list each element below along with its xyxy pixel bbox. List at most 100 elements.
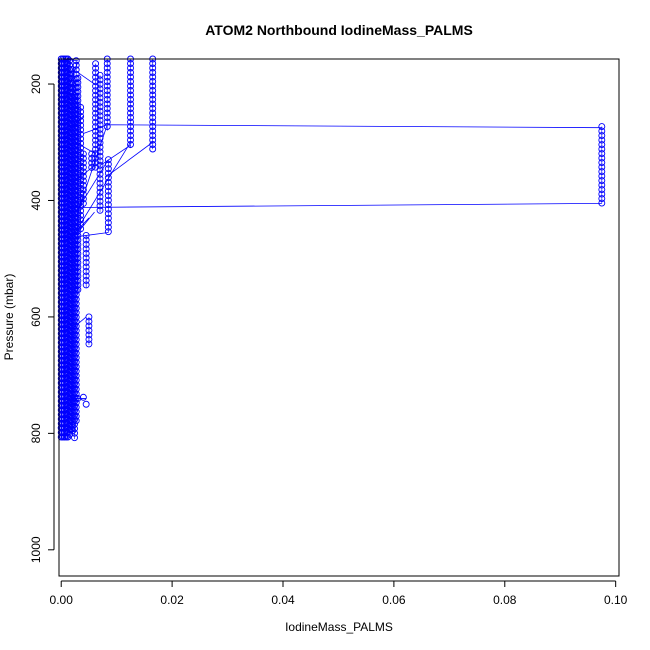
data-point — [149, 60, 157, 67]
data-point — [77, 117, 85, 125]
plot-frame — [58, 58, 620, 577]
series-line-segment — [77, 72, 95, 85]
data-point — [74, 259, 82, 267]
data-point — [72, 345, 80, 353]
data-point — [127, 60, 134, 67]
data-point — [96, 107, 104, 115]
data-point — [96, 148, 104, 156]
data-point — [74, 263, 82, 271]
data-point — [104, 223, 112, 231]
data-point — [66, 61, 73, 69]
data-point — [79, 181, 87, 189]
data-point — [77, 103, 85, 111]
data-point — [79, 199, 87, 207]
data-point — [72, 309, 80, 317]
data-point — [77, 135, 85, 143]
y-tick-label: 800 — [29, 423, 43, 443]
data-point — [598, 150, 606, 157]
data-point — [96, 175, 104, 183]
data-point — [77, 220, 85, 228]
data-point — [85, 340, 93, 348]
data-point — [598, 195, 606, 202]
data-point — [96, 202, 104, 210]
data-point — [598, 172, 606, 180]
data-point — [82, 267, 90, 275]
data-point — [149, 73, 157, 81]
y-tick-label: 200 — [29, 74, 43, 94]
data-point — [79, 163, 87, 171]
data-point — [96, 125, 104, 133]
data-point — [72, 403, 80, 411]
data-point — [77, 139, 85, 147]
data-point — [74, 286, 82, 294]
y-tick-label: 1000 — [29, 536, 43, 563]
data-point — [72, 408, 80, 416]
data-point — [103, 96, 111, 103]
data-point — [72, 291, 80, 299]
data-point — [103, 69, 111, 76]
data-point — [74, 88, 82, 96]
data-point — [127, 132, 134, 139]
x-axis-label: IodineMass_PALMS — [285, 620, 393, 634]
data-point — [77, 225, 85, 233]
data-point — [77, 216, 85, 224]
marker-column — [82, 231, 90, 289]
data-point — [598, 168, 606, 175]
data-point — [149, 123, 157, 130]
marker-column — [103, 55, 111, 131]
data-point — [103, 109, 111, 117]
data-point — [96, 85, 104, 93]
data-point — [82, 254, 90, 262]
data-point — [72, 363, 80, 371]
data-point — [104, 156, 112, 164]
data-point — [77, 144, 85, 152]
data-point — [149, 132, 157, 139]
data-point — [72, 318, 80, 326]
x-tick-label: 0.08 — [493, 593, 517, 607]
data-point — [104, 183, 112, 191]
data-point — [149, 78, 157, 85]
data-point — [104, 160, 112, 168]
data-point — [127, 141, 134, 148]
data-point — [104, 228, 112, 236]
series-line-segment — [77, 202, 602, 208]
data-point — [77, 207, 85, 215]
data-point — [96, 103, 104, 111]
data-point — [74, 241, 82, 249]
marker-column — [598, 123, 606, 207]
data-point — [79, 190, 87, 198]
data-point — [103, 123, 111, 130]
data-point — [598, 141, 606, 148]
data-point — [85, 335, 93, 343]
data-point — [103, 91, 111, 99]
data-point — [72, 417, 80, 425]
data-point — [598, 145, 606, 153]
data-point — [74, 92, 82, 100]
data-point — [79, 159, 87, 167]
data-point — [598, 190, 606, 198]
data-point — [149, 136, 157, 144]
data-point — [79, 154, 87, 162]
data-point — [72, 358, 80, 366]
data-point — [82, 240, 90, 248]
data-point — [72, 381, 80, 389]
marker-column — [85, 313, 93, 348]
data-point — [104, 169, 112, 177]
data-point — [72, 390, 80, 398]
data-point — [598, 127, 606, 135]
data-point — [96, 80, 104, 88]
data-point — [149, 87, 157, 94]
data-point — [82, 276, 90, 284]
data-point — [598, 123, 606, 130]
data-point — [96, 130, 104, 138]
data-point — [79, 177, 87, 185]
data-point — [72, 354, 80, 362]
data-point — [127, 87, 134, 94]
data-point — [72, 340, 80, 348]
data-point — [96, 76, 104, 84]
data-point — [77, 112, 85, 120]
data-point — [82, 231, 90, 239]
data-point — [103, 105, 111, 112]
data-point — [72, 295, 80, 303]
data-point — [96, 152, 104, 160]
